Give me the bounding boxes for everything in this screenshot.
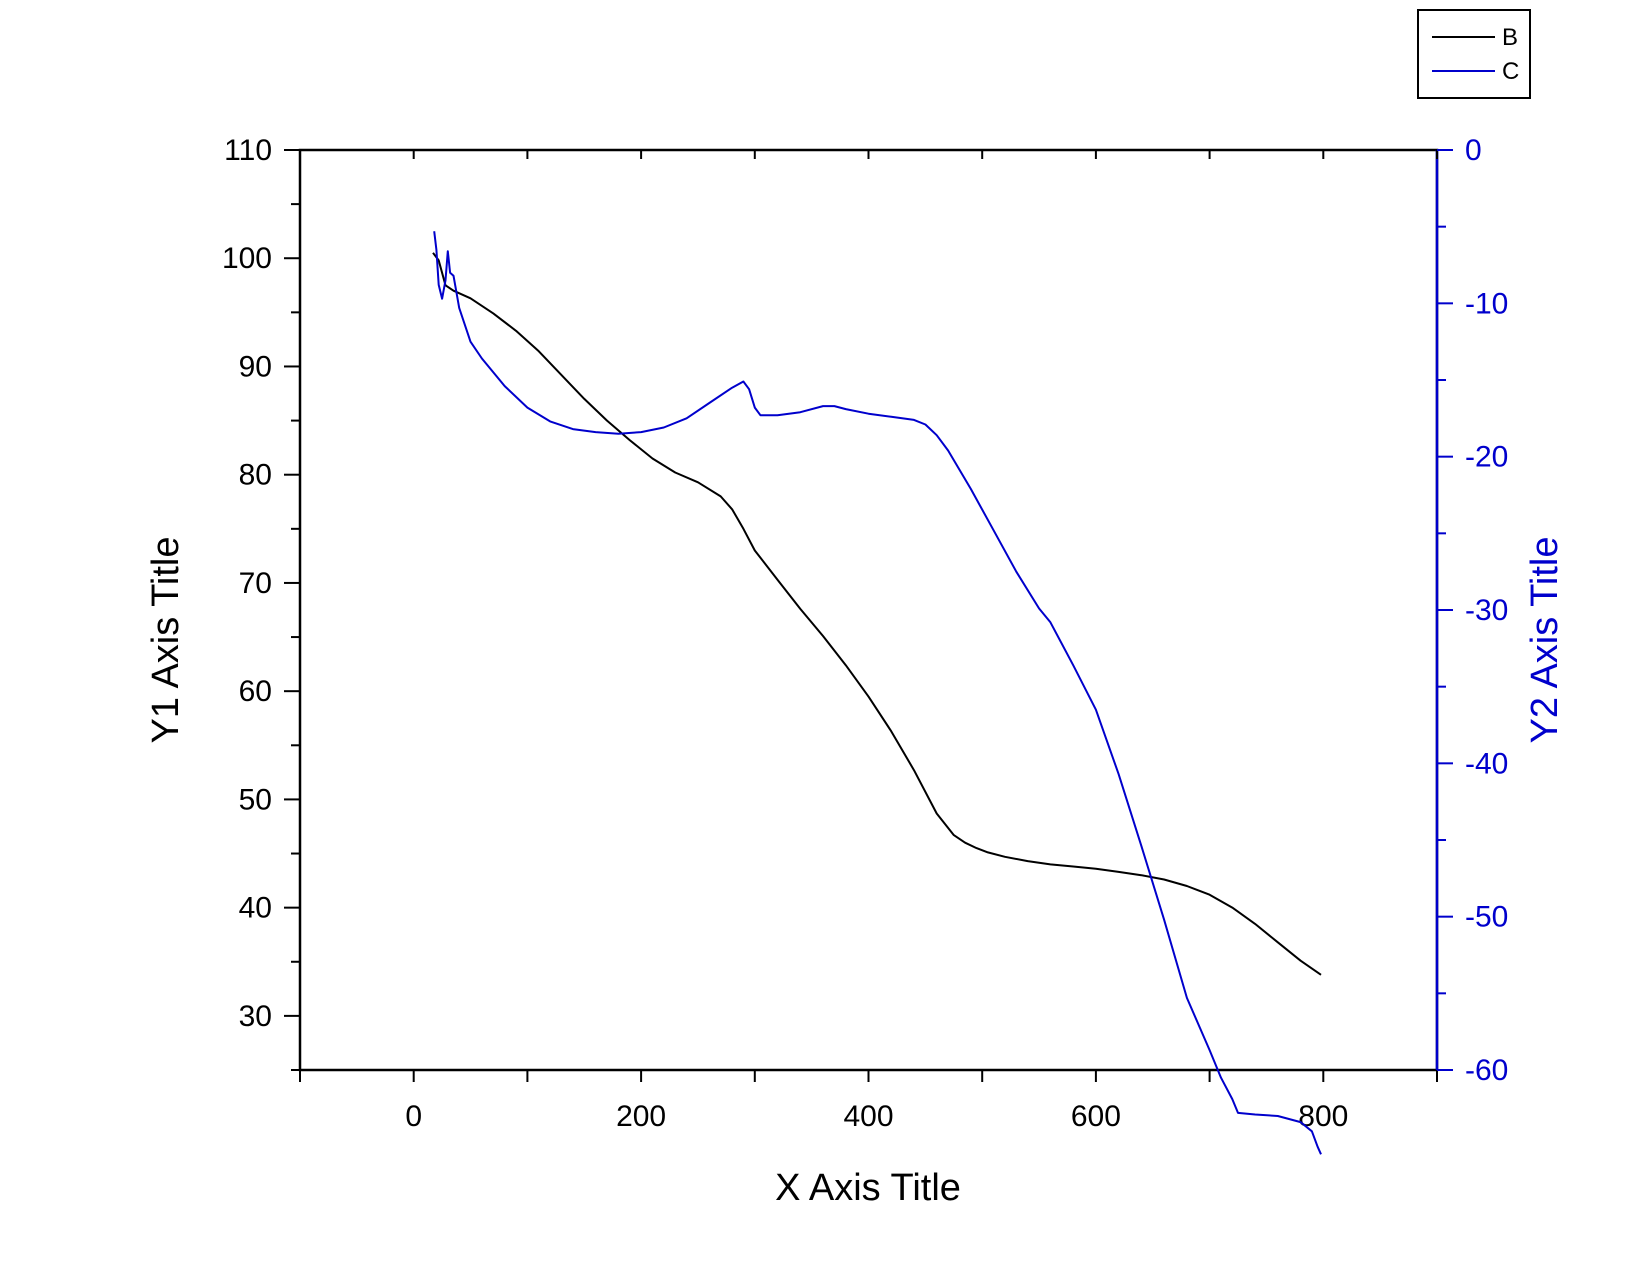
y2-tick-label: -30 [1465,594,1508,627]
y1-tick-label: 80 [239,459,272,492]
y2-axis-title: Y2 Axis Title [1524,537,1566,744]
y2-tick-label: -20 [1465,441,1508,474]
y2-tick-label: -10 [1465,287,1508,320]
y2-tick-label: -50 [1465,901,1508,934]
legend-label-c: C [1502,58,1519,85]
legend: B C [1417,9,1531,99]
x-tick-label: 600 [1071,1100,1121,1133]
legend-box [1417,9,1531,99]
y2-tick-label: -60 [1465,1054,1508,1087]
y1-tick-label: 70 [239,567,272,600]
y1-tick-label: 110 [224,134,272,167]
y1-tick-label: 60 [239,675,272,708]
y1-axis-title: Y1 Axis Title [145,537,187,744]
y1-axis-ticks: 30 40 50 60 70 80 90 100 110 [222,134,300,1071]
x-tick-label: 400 [843,1100,893,1133]
y1-tick-label: 40 [239,892,272,925]
y2-axis-ticks: -60 -50 -40 -30 -20 -10 0 [1437,134,1508,1087]
y1-tick-label: 90 [239,350,272,383]
series-layer [432,231,1322,1155]
x-tick-label: 0 [405,1100,422,1133]
x-axis-ticks: 0 200 400 600 800 [299,150,1438,1133]
x-tick-label: 800 [1298,1100,1348,1133]
y2-tick-label: 0 [1465,134,1482,167]
y1-tick-label: 100 [222,242,272,275]
series-line-b [432,252,1322,976]
x-axis-title: X Axis Title [775,1167,961,1209]
y1-tick-label: 50 [239,783,272,816]
x-tick-label: 200 [616,1100,666,1133]
legend-label-b: B [1502,24,1518,51]
y1-tick-label: 30 [239,1000,272,1033]
series-line-c [433,231,1322,1155]
y2-tick-label: -40 [1465,747,1508,780]
